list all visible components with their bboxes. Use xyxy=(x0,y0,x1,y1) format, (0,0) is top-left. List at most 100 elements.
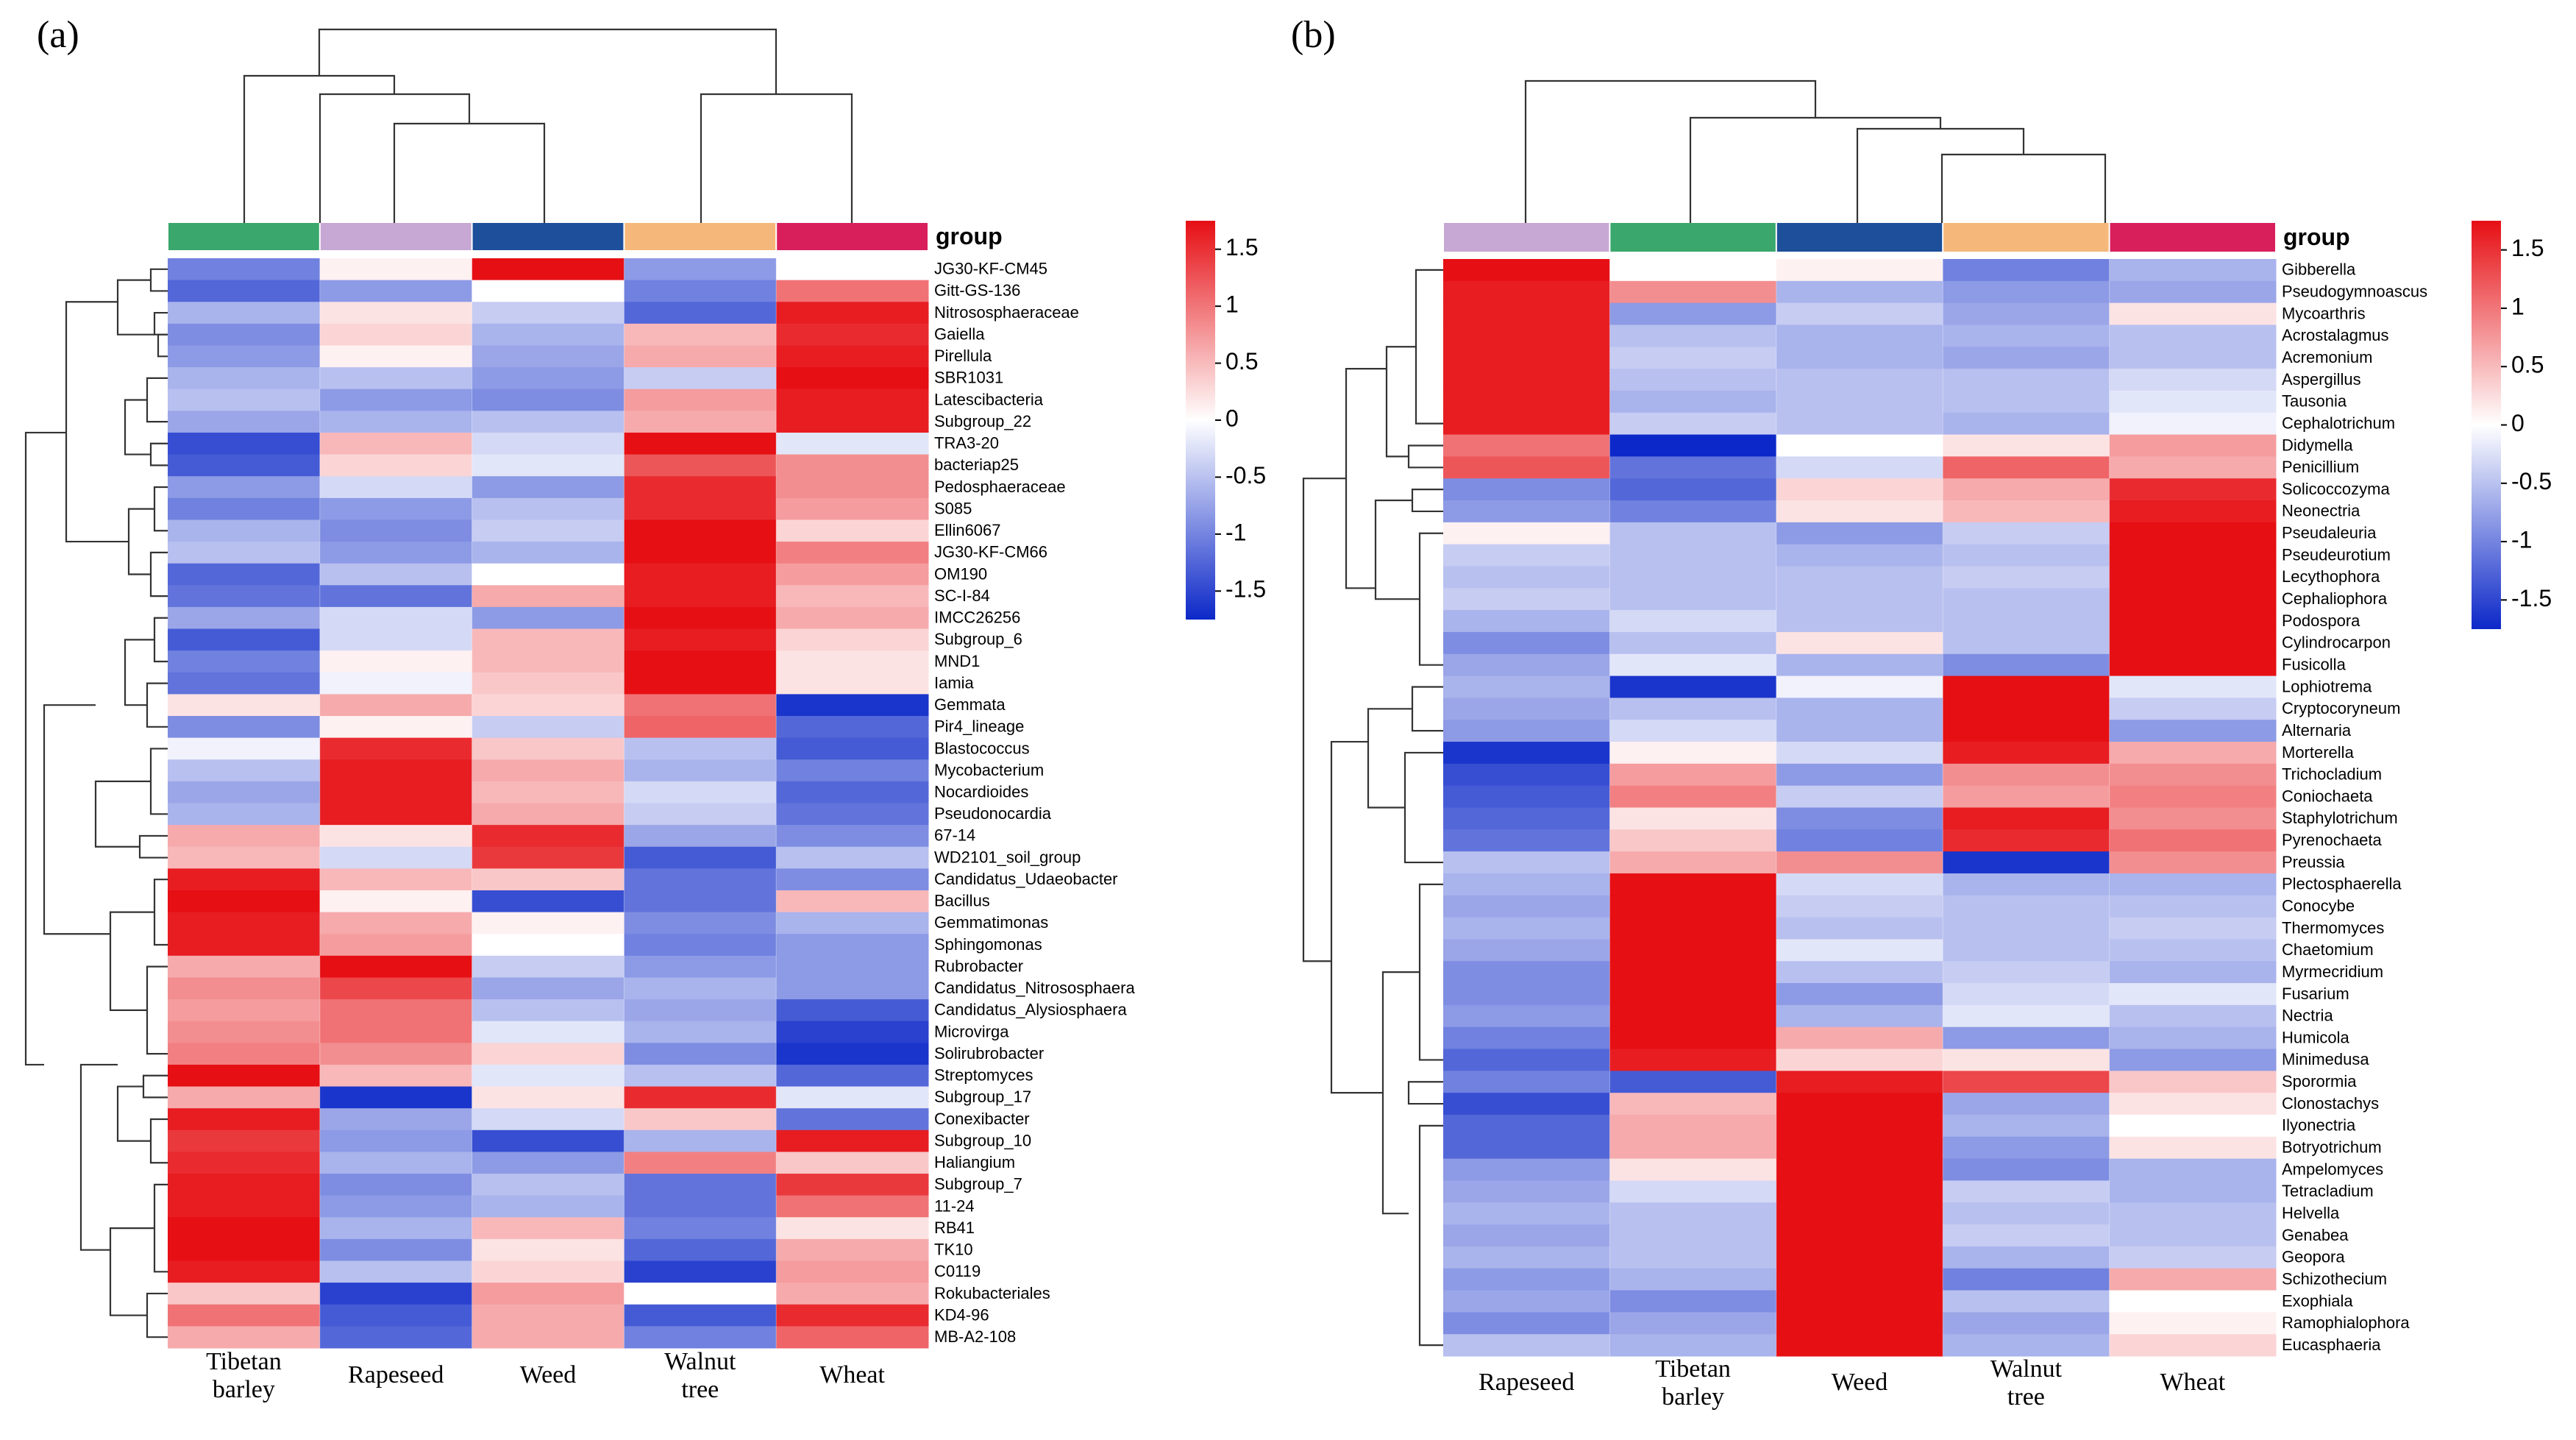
heatmap-cell xyxy=(472,716,625,739)
heatmap-cell xyxy=(1776,675,1943,698)
heatmap-cell xyxy=(1943,631,2110,655)
row-label: JG30-KF-CM66 xyxy=(934,543,1047,561)
heatmap-cell xyxy=(624,1108,777,1131)
heatmap-cell xyxy=(1609,1114,1777,1138)
heatmap-cell xyxy=(1776,1004,1943,1028)
heatmap-cell xyxy=(624,367,777,390)
heatmap-cell xyxy=(319,585,473,608)
heatmap-cell xyxy=(1776,1290,1943,1313)
heatmap-cell xyxy=(1943,675,2110,698)
row-dendrogram-branch xyxy=(157,333,168,358)
row-dendrogram-branch xyxy=(153,486,168,532)
row-label: Schizothecium xyxy=(2282,1269,2387,1288)
heatmap-cell xyxy=(319,1086,473,1109)
heatmap-cell xyxy=(624,846,777,869)
row-label: Gemmatimonas xyxy=(934,913,1048,932)
heatmap-cell xyxy=(2109,698,2277,720)
row-dendrogram-branch xyxy=(1345,368,1387,589)
heatmap-cell xyxy=(776,1195,929,1218)
heatmap-cell xyxy=(1776,829,1943,852)
heatmap-cell xyxy=(776,1043,929,1065)
heatmap-cell xyxy=(1943,1049,2110,1071)
heatmap-cell xyxy=(624,585,777,608)
row-label: Minimedusa xyxy=(2282,1050,2369,1068)
heatmap-cell xyxy=(776,716,929,739)
heatmap-cell xyxy=(776,323,929,346)
heatmap-cell xyxy=(776,280,929,302)
row-label: Helvella xyxy=(2282,1204,2340,1222)
row-label: 11-24 xyxy=(934,1196,975,1215)
heatmap-cell xyxy=(472,497,625,520)
heatmap-cell xyxy=(168,497,321,520)
heatmap-cell xyxy=(472,999,625,1022)
panel-b-heatmap: (b) group Gibberella Pseudogymnoascus Mycoar… xyxy=(1291,14,2552,1411)
heatmap-cell xyxy=(1943,829,2110,852)
heatmap-cell xyxy=(1943,302,2110,325)
heatmap-cell xyxy=(319,846,473,869)
heatmap-cell xyxy=(2109,631,2277,655)
heatmap-cell xyxy=(1943,280,2110,304)
heatmap-cell xyxy=(472,563,625,586)
heatmap-cell xyxy=(2109,456,2277,479)
heatmap-cell xyxy=(319,694,473,717)
heatmap-cell xyxy=(1776,588,1943,611)
heatmap-cell xyxy=(319,302,473,324)
row-dendrogram-branch xyxy=(1385,346,1416,458)
heatmap-cell xyxy=(1943,1312,2110,1335)
heatmap-cell xyxy=(1943,1158,2110,1181)
column-label: Walnut xyxy=(664,1348,736,1375)
row-label: Botryotrichum xyxy=(2282,1138,2382,1157)
heatmap-cell xyxy=(1943,1136,2110,1160)
heatmap-cell xyxy=(1943,720,2110,742)
heatmap-cell xyxy=(1609,544,1777,567)
group-color-1 xyxy=(168,223,319,250)
heatmap-cell xyxy=(168,868,321,891)
heatmap-cell xyxy=(1943,522,2110,545)
row-label: Iamia xyxy=(934,673,975,692)
group-color-3 xyxy=(472,223,624,250)
heatmap-cell xyxy=(472,258,625,281)
row-dendrogram-branch xyxy=(109,911,154,1011)
legend-tick-label: -1 xyxy=(2511,527,2532,553)
row-label: Ellin6067 xyxy=(934,521,1001,539)
heatmap-cell xyxy=(1776,302,1943,325)
heatmap-cell xyxy=(472,955,625,978)
heatmap-cell xyxy=(2109,390,2277,414)
heatmap-cell xyxy=(1943,851,2110,874)
heatmap-cell xyxy=(2109,588,2277,611)
heatmap-cell xyxy=(472,280,625,302)
heatmap-cell xyxy=(624,454,777,477)
heatmap-cell xyxy=(1443,873,1610,896)
column-dendrogram-branch xyxy=(318,28,778,94)
heatmap-cell xyxy=(2109,434,2277,457)
heatmap-cell xyxy=(624,497,777,520)
heatmap-cell xyxy=(168,628,321,651)
heatmap-cell xyxy=(776,912,929,934)
heatmap-cell xyxy=(624,1304,777,1327)
heatmap-cell xyxy=(1943,1026,2110,1050)
heatmap-cell xyxy=(472,1326,625,1349)
heatmap-cell xyxy=(1443,610,1610,633)
heatmap-cell xyxy=(472,825,625,848)
heatmap-cell xyxy=(1609,1246,1777,1269)
heatmap-cell xyxy=(319,999,473,1022)
row-label: Subgroup_17 xyxy=(934,1088,1031,1106)
heatmap-cell xyxy=(624,999,777,1022)
column-label: Walnut xyxy=(1990,1355,2063,1383)
row-label: Nitrososphaeraceae xyxy=(934,303,1079,322)
heatmap-cell xyxy=(168,345,321,368)
heatmap-cell xyxy=(624,280,777,302)
heatmap-cell xyxy=(2109,983,2277,1006)
row-dendrogram-branch xyxy=(1415,269,1443,425)
heatmap-cell xyxy=(624,825,777,848)
heatmap-cell xyxy=(472,737,625,760)
row-label: bacteriap25 xyxy=(934,455,1019,474)
heatmap-cell xyxy=(1443,324,1610,347)
row-label: Didymella xyxy=(2282,436,2353,454)
column-label: Rapeseed xyxy=(348,1361,444,1388)
group-color-3 xyxy=(1776,223,1943,252)
heatmap-cell xyxy=(624,1129,777,1152)
heatmap-cell xyxy=(319,1195,473,1218)
heatmap-cell xyxy=(472,1064,625,1088)
heatmap-cell xyxy=(1776,742,1943,765)
